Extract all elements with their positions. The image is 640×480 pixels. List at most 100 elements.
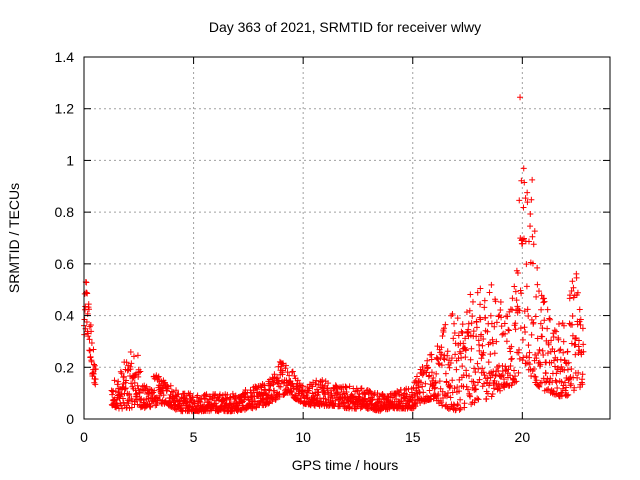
data-point — [187, 390, 194, 397]
data-point — [369, 396, 376, 403]
y-tick-label: 0.4 — [55, 308, 75, 324]
data-point — [558, 378, 565, 385]
data-point — [534, 335, 541, 342]
data-point — [341, 399, 348, 406]
data-point — [417, 379, 424, 386]
data-point — [457, 405, 464, 412]
x-tick-label: 0 — [80, 429, 88, 445]
data-point — [525, 313, 532, 320]
data-point — [461, 400, 468, 407]
data-point — [406, 393, 413, 400]
data-point — [435, 360, 442, 367]
data-point — [479, 365, 486, 372]
data-point — [520, 165, 527, 172]
data-point — [516, 307, 523, 314]
data-point — [87, 322, 94, 329]
data-point — [128, 360, 135, 367]
data-point — [529, 260, 536, 267]
data-point — [526, 361, 533, 368]
data-point — [533, 355, 540, 362]
data-point — [526, 349, 533, 356]
data-point — [479, 383, 486, 390]
data-point — [522, 195, 529, 202]
data-point — [267, 382, 274, 389]
data-point — [108, 387, 115, 394]
data-point — [203, 391, 210, 398]
data-point — [568, 340, 575, 347]
data-point — [464, 386, 471, 393]
data-point — [474, 360, 481, 367]
data-point — [480, 335, 487, 342]
data-point — [569, 332, 576, 339]
data-point — [565, 391, 572, 398]
data-point — [517, 287, 524, 294]
data-point — [426, 372, 433, 379]
data-point — [544, 306, 551, 313]
data-point — [413, 373, 420, 380]
data-point — [568, 288, 575, 295]
data-point — [538, 306, 545, 313]
data-point — [82, 303, 89, 310]
data-point — [488, 281, 495, 288]
data-point — [479, 342, 486, 349]
data-point — [505, 326, 512, 333]
data-point — [282, 365, 289, 372]
data-point — [528, 196, 535, 203]
data-point — [574, 289, 581, 296]
data-point — [580, 341, 587, 348]
data-point — [559, 320, 566, 327]
data-point — [573, 274, 580, 281]
data-point — [282, 362, 289, 369]
data-point — [550, 388, 557, 395]
data-point — [498, 314, 505, 321]
data-point — [216, 391, 223, 398]
data-point — [474, 395, 481, 402]
data-point — [508, 355, 515, 362]
data-point — [491, 350, 498, 357]
data-point — [537, 320, 544, 327]
data-point — [456, 388, 463, 395]
y-tick-label: 0 — [66, 411, 74, 427]
data-point — [478, 331, 485, 338]
data-point — [129, 398, 136, 405]
data-point — [435, 391, 442, 398]
data-point — [467, 356, 474, 363]
data-point — [540, 295, 547, 302]
data-point — [90, 346, 97, 353]
data-point — [92, 376, 99, 383]
data-point — [474, 289, 481, 296]
data-point — [462, 354, 469, 361]
data-point — [322, 395, 329, 402]
data-point — [450, 335, 457, 342]
data-point — [519, 336, 526, 343]
data-point — [87, 347, 94, 354]
data-point — [576, 306, 583, 313]
data-point — [519, 357, 526, 364]
data-point — [570, 284, 577, 291]
data-point — [564, 366, 571, 373]
data-point — [203, 396, 210, 403]
data-point — [445, 405, 452, 412]
data-point — [507, 372, 514, 379]
data-point — [495, 380, 502, 387]
data-point — [529, 233, 536, 240]
data-point — [557, 356, 564, 363]
data-point — [439, 333, 446, 340]
data-point — [449, 310, 456, 317]
data-point — [460, 340, 467, 347]
data-point — [454, 401, 461, 408]
data-point — [288, 380, 295, 387]
data-point — [478, 351, 485, 358]
data-point — [566, 320, 573, 327]
data-point — [571, 384, 578, 391]
data-point — [275, 380, 282, 387]
data-point — [551, 327, 558, 334]
data-point — [569, 321, 576, 328]
data-point — [446, 364, 453, 371]
data-point — [553, 370, 560, 377]
data-point — [474, 379, 481, 386]
data-point — [493, 319, 500, 326]
data-point — [568, 365, 575, 372]
data-point — [493, 338, 500, 345]
data-point — [476, 376, 483, 383]
